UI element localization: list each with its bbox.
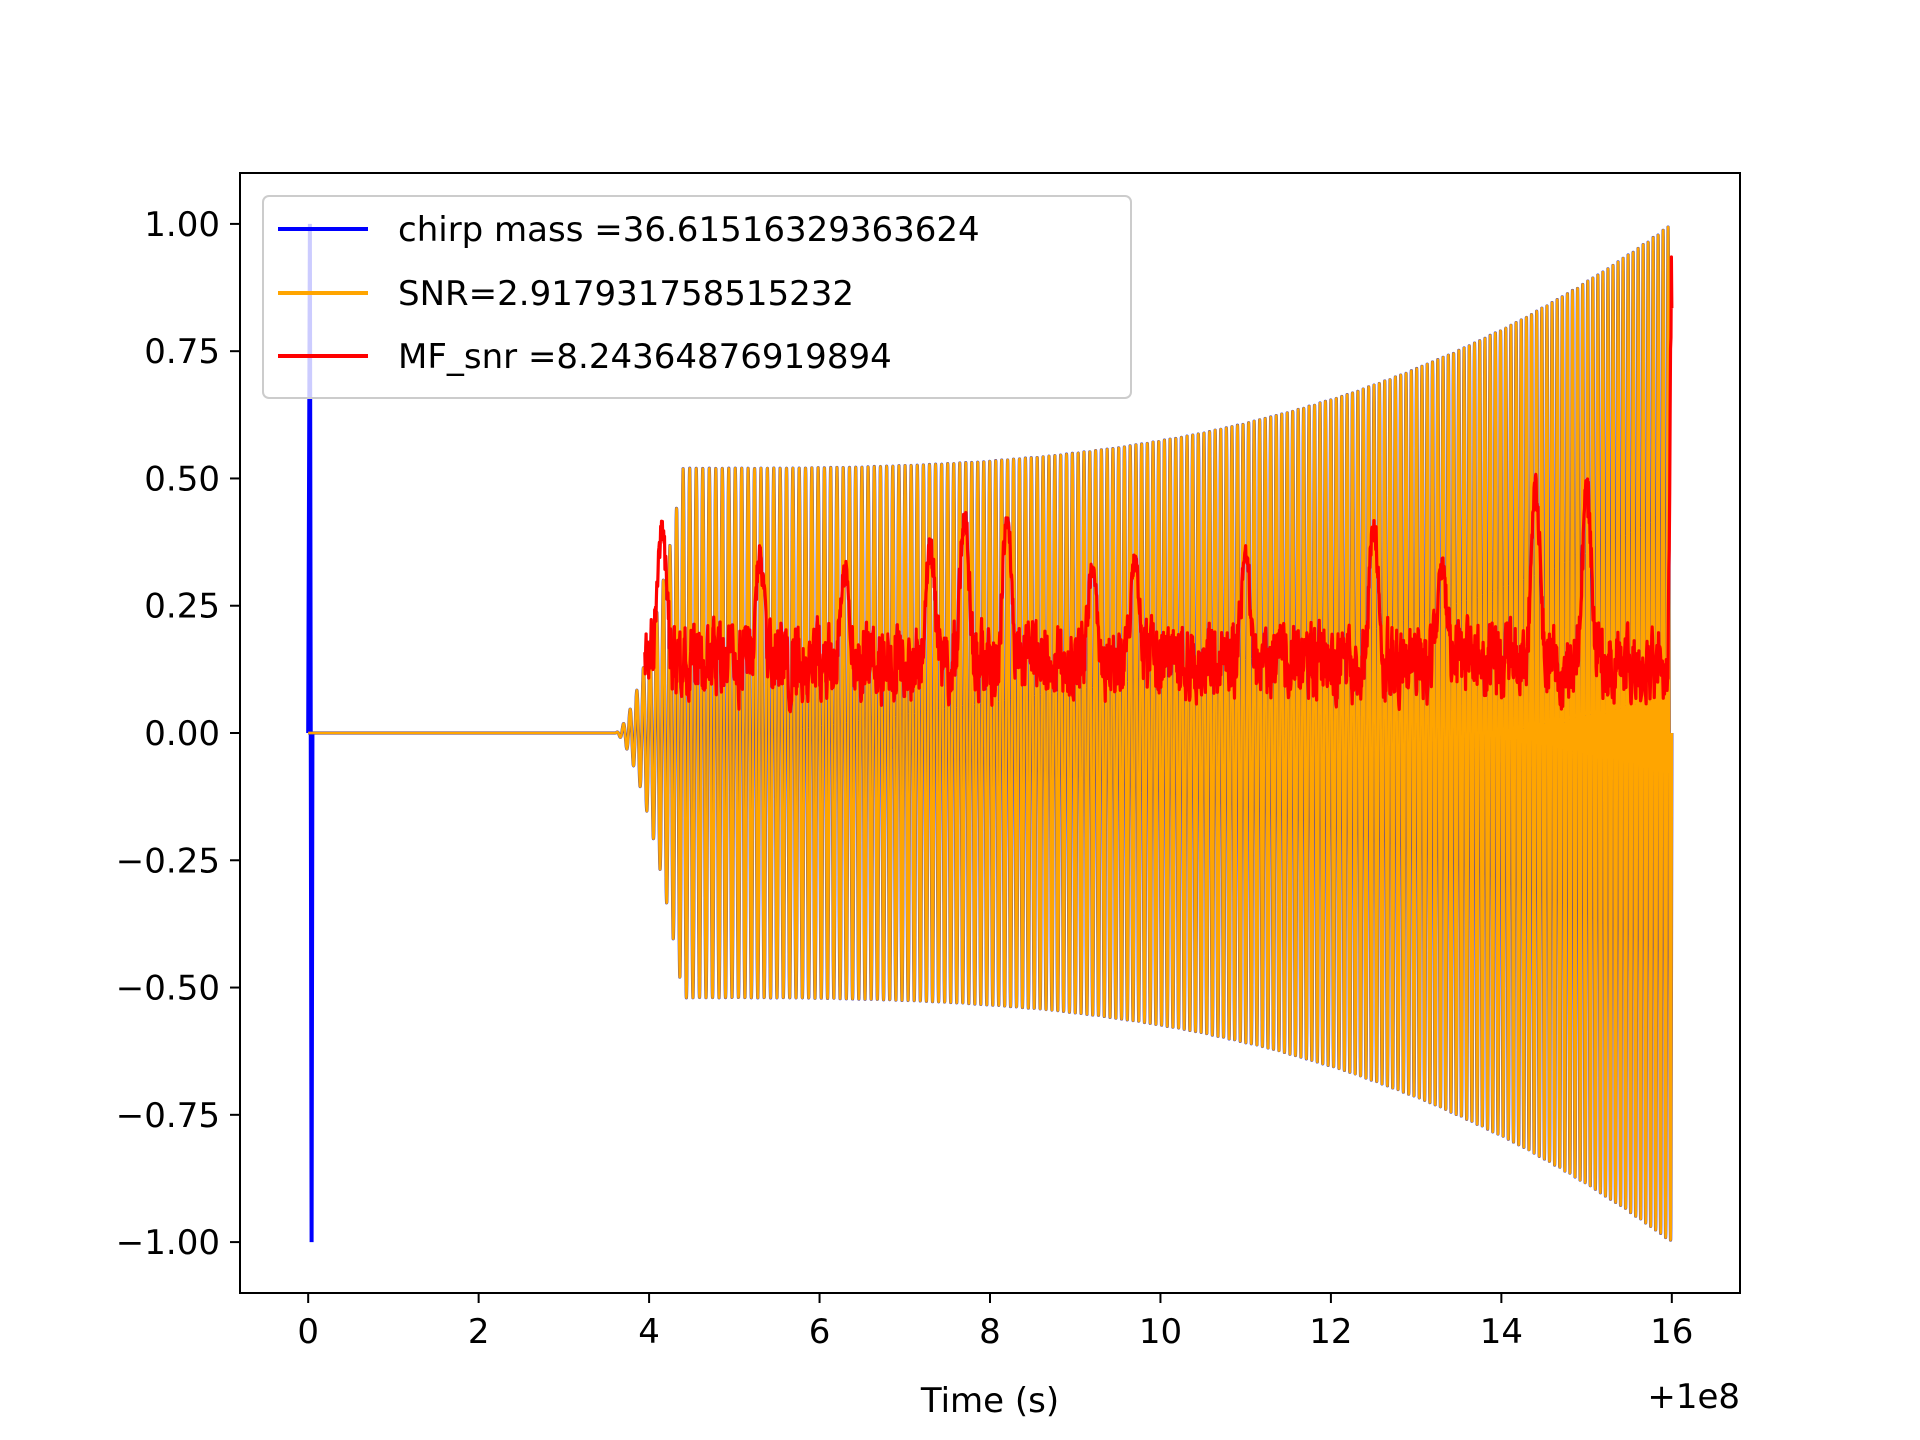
legend-entry-snr: SNR=2.917931758515232 [398,274,854,314]
x-tick-label: 16 [1650,1312,1693,1352]
legend-box [262,195,1132,399]
y-tick-label: −0.50 [116,969,220,1009]
y-tick-label: −0.25 [116,841,220,881]
x-tick-label: 0 [297,1312,319,1352]
x-tick-label: 4 [638,1312,660,1352]
legend-entry-chirp-mass: chirp mass =36.61516329363624 [398,210,980,250]
x-tick-label: 8 [979,1312,1001,1352]
y-tick-label: 0.50 [144,459,220,499]
y-tick-label: 0.00 [144,714,220,754]
x-axis-offset-label: +1e8 [1647,1377,1740,1417]
legend-entry-mf-snr: MF_snr =8.24364876919894 [398,337,892,377]
y-axis-ticks: 1.00 0.75 0.50 0.25 0.00 −0.25 −0.50 −0.75 −1.00 [116,205,240,1263]
x-tick-label: 14 [1480,1312,1523,1352]
y-tick-label: 1.00 [144,205,220,245]
x-axis-label: Time (s) [920,1381,1059,1421]
legend: chirp mass =36.61516329363624 SNR=2.9179… [262,195,1132,399]
series-line-mf-snr [643,255,1674,714]
y-tick-label: 0.25 [144,587,220,627]
x-tick-label: 2 [468,1312,490,1352]
series-layer [306,223,1674,1243]
x-tick-label: 6 [809,1312,831,1352]
x-axis-ticks: 0 2 4 6 8 10 12 14 16 [297,1293,1693,1352]
series-line-snr [308,225,1674,1242]
y-tick-label: −0.75 [116,1096,220,1136]
x-tick-label: 12 [1309,1312,1352,1352]
x-tick-label: 10 [1139,1312,1182,1352]
y-tick-label: 0.75 [144,332,220,372]
y-tick-label: −1.00 [116,1223,220,1263]
